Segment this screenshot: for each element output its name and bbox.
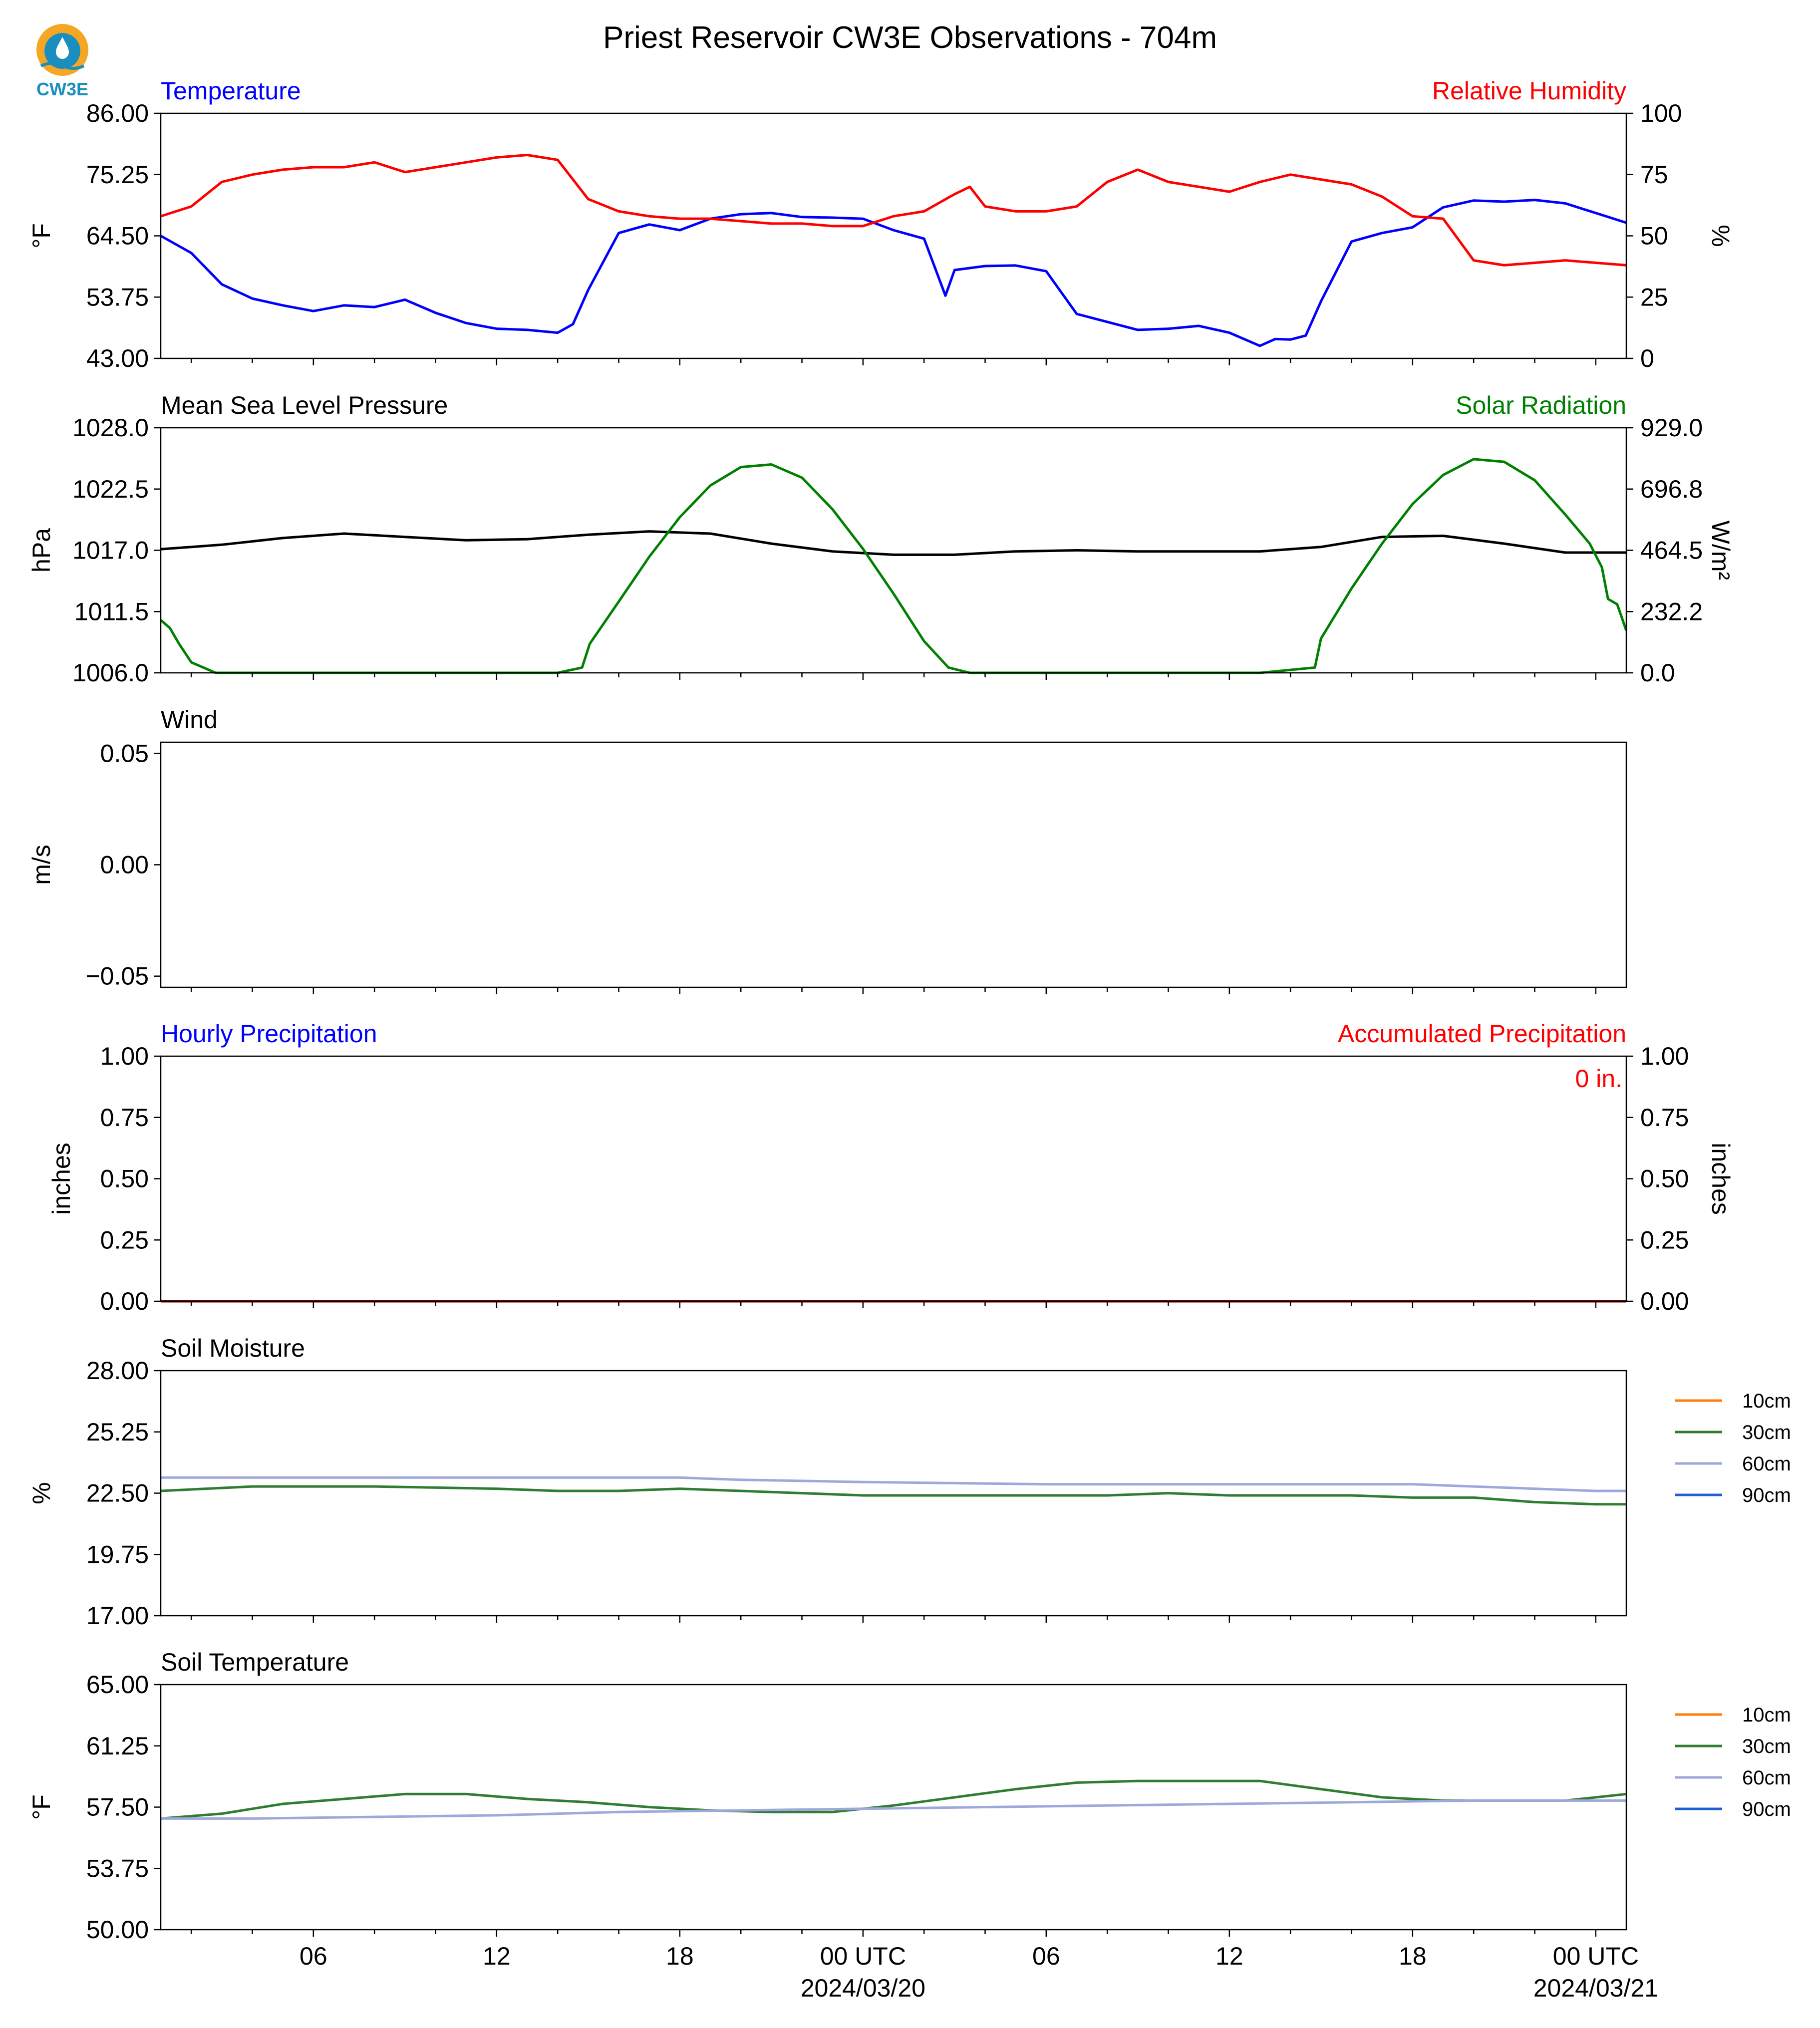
panel-1-ytick-label: 75.25: [86, 161, 149, 189]
panel-6-series-30cm: [160, 1779, 1627, 1820]
panel-5-ytick-label: 25.25: [86, 1418, 149, 1446]
panel-2-ytick-right-label: 232.2: [1640, 597, 1703, 625]
panel-4-title-left: Hourly Precipitation: [161, 1020, 377, 1048]
panel-6-legend-label: 10cm: [1742, 1704, 1791, 1726]
panel-1-ytick-label: 64.50: [86, 222, 149, 250]
panel-4-ytick-right-label: 0.50: [1640, 1165, 1689, 1193]
panel-1-ytick-label: 53.75: [86, 283, 149, 311]
panel-1-title-right: Relative Humidity: [1432, 77, 1626, 105]
panel-4-annotation: 0 in.: [1575, 1065, 1622, 1093]
panel-4-ytick-label: 0.75: [100, 1104, 149, 1132]
panel-1-ytick-right-label: 50: [1640, 222, 1668, 250]
panel-3-frame: [160, 741, 1627, 988]
panel-4-ytick-right-label: 0.25: [1640, 1226, 1689, 1254]
panel-6-ytick-label: 50.00: [86, 1916, 149, 1944]
xtick-date-label: 2024/03/20: [801, 1974, 925, 2002]
xtick-label: 00 UTC: [820, 1942, 906, 1970]
panel-1-ytick-label: 43.00: [86, 344, 149, 372]
xtick-label: 18: [666, 1942, 694, 1970]
panel-5-legend-label: 90cm: [1742, 1484, 1791, 1506]
panel-5-legend-label: 30cm: [1742, 1422, 1791, 1444]
panel-4-ylabel: inches: [47, 1143, 75, 1215]
panel-1-ytick-right-label: 0: [1640, 344, 1654, 372]
panel-1-frame: [160, 112, 1627, 359]
panel-6-legend-label: 90cm: [1742, 1798, 1791, 1820]
panel-6-legend-label: 30cm: [1742, 1736, 1791, 1757]
panel-2-title-left: Mean Sea Level Pressure: [161, 391, 448, 419]
panel-6-title-left: Soil Temperature: [161, 1648, 349, 1676]
logo-drop: [56, 37, 69, 59]
panel-1-ytick-right-label: 25: [1640, 283, 1668, 311]
panel-6-legend-label: 60cm: [1742, 1767, 1791, 1789]
panel-2-series-mean-sea-level-pressure: [160, 530, 1626, 556]
xtick-date-label: 2024/03/21: [1533, 1974, 1658, 2002]
panel-2-ytick-label: 1011.5: [74, 597, 149, 625]
panel-2-ytick-label: 1022.5: [72, 475, 149, 503]
panel-2-title-right: Solar Radiation: [1456, 391, 1626, 419]
panel-6-ytick-label: 57.50: [86, 1793, 149, 1821]
panel-4-ytick-label: 0.25: [100, 1226, 149, 1254]
xtick-label: 00 UTC: [1553, 1942, 1639, 1970]
xtick-label: 12: [1215, 1942, 1243, 1970]
panel-1-series-relative-humidity: [160, 154, 1627, 267]
panel-4-ytick-label: 1.00: [100, 1042, 149, 1070]
panel-2-ytick-right-label: 0.0: [1640, 659, 1675, 687]
panel-1-ytick-right-label: 100: [1640, 99, 1682, 127]
xtick-label: 18: [1399, 1942, 1427, 1970]
panel-5-ytick-label: 22.50: [86, 1479, 149, 1507]
panel-6-ytick-label: 61.25: [86, 1732, 149, 1760]
panel-6-series-60cm: [161, 1799, 1626, 1820]
xtick-label: 06: [1032, 1942, 1060, 1970]
panel-4-ytick-right-label: 0.00: [1640, 1287, 1689, 1315]
panel-3-ytick-label: 0.00: [100, 851, 149, 879]
panel-1-title-left: Temperature: [161, 77, 301, 105]
panel-4-ylabel-right: inches: [1707, 1143, 1735, 1215]
panel-4-ytick-label: 0.50: [100, 1165, 149, 1193]
panel-5-ytick-label: 17.00: [86, 1602, 149, 1630]
panel-4-ytick-right-label: 1.00: [1640, 1042, 1689, 1070]
panel-2-ytick-right-label: 464.5: [1640, 537, 1703, 565]
panel-1-ylabel: °F: [27, 223, 55, 249]
panel-4-ytick-right-label: 0.75: [1640, 1104, 1689, 1132]
figure-title: Priest Reservoir CW3E Observations - 704…: [603, 20, 1217, 55]
panel-2-ytick-label: 1006.0: [72, 659, 149, 687]
panel-5-ylabel: %: [27, 1482, 55, 1504]
logo-wave: [40, 62, 85, 70]
panel-4-ytick-label: 0.00: [100, 1287, 149, 1315]
panel-3-ytick-label: 0.05: [100, 739, 149, 767]
panel-3-ylabel: m/s: [27, 845, 55, 885]
panel-5-legend-label: 60cm: [1742, 1453, 1791, 1475]
panel-4-title-right: Accumulated Precipitation: [1338, 1020, 1626, 1048]
panel-5-ytick-label: 19.75: [86, 1540, 149, 1568]
panel-3-title-left: Wind: [161, 706, 218, 734]
panel-3-ytick-label: −0.05: [85, 962, 149, 990]
logo-text: CW3E: [36, 79, 88, 99]
panel-2-frame: [160, 427, 1627, 674]
panel-2-ylabel-right: W/m²: [1707, 521, 1735, 580]
panel-5-series-30cm: [160, 1485, 1626, 1506]
panel-2-ytick-label: 1028.0: [72, 414, 149, 442]
panel-5-ytick-label: 28.00: [86, 1357, 149, 1385]
panel-1-ytick-right-label: 75: [1640, 161, 1668, 189]
panel-4-frame: [160, 1055, 1627, 1302]
cw3e-logo: [36, 24, 88, 76]
panel-5-title-left: Soil Moisture: [161, 1334, 305, 1362]
xtick-label: 06: [300, 1942, 327, 1970]
panel-1-ylabel-right: %: [1707, 225, 1735, 247]
panel-5-series-60cm: [161, 1476, 1626, 1492]
panel-2-series-solar-radiation: [160, 458, 1628, 674]
panel-2-ylabel: hPa: [27, 528, 55, 573]
panel-5-frame: [160, 1370, 1627, 1617]
panel-1-ytick-label: 86.00: [86, 99, 149, 127]
panel-2-ytick-label: 1017.0: [72, 537, 149, 565]
panel-5-legend-label: 10cm: [1742, 1390, 1791, 1412]
panel-6-ytick-label: 53.75: [86, 1854, 149, 1882]
xtick-label: 12: [483, 1942, 511, 1970]
panel-6-ylabel: °F: [27, 1794, 55, 1820]
panel-1-series-temperature: [160, 199, 1627, 347]
panel-2-ytick-right-label: 696.8: [1640, 475, 1703, 503]
panel-2-ytick-right-label: 929.0: [1640, 414, 1703, 442]
panel-6-ytick-label: 65.00: [86, 1671, 149, 1699]
